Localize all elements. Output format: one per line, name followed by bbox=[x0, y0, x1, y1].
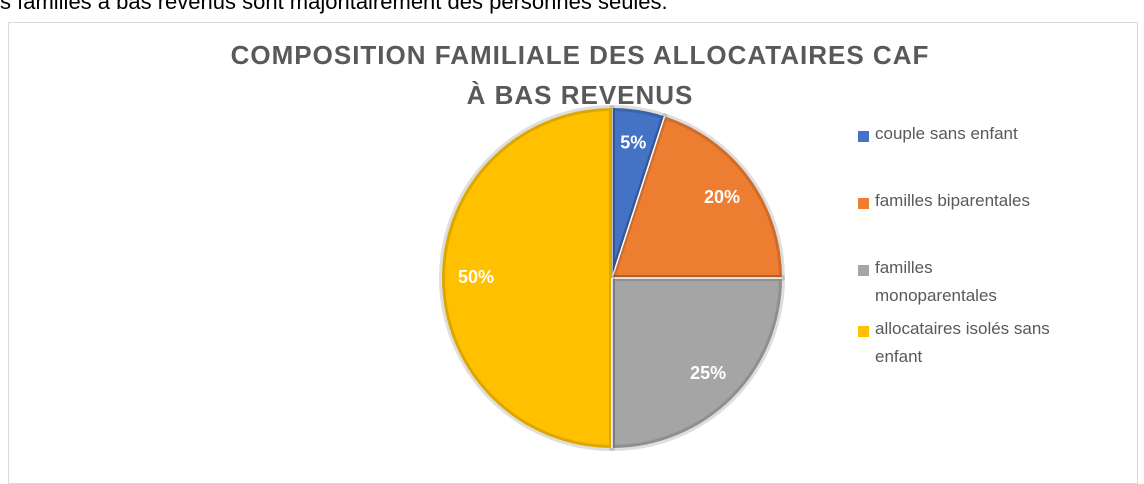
pie-slice bbox=[609, 275, 785, 451]
chart-title: À BAS REVENUS bbox=[467, 80, 694, 110]
legend-item: couple sans enfant bbox=[858, 124, 1055, 148]
legend-label: familles biparentales bbox=[875, 191, 1030, 210]
data-label: 25% bbox=[690, 363, 726, 383]
legend-swatch bbox=[858, 265, 869, 276]
chart: COMPOSITION FAMILIALE DES ALLOCATAIRES C… bbox=[231, 40, 930, 451]
legend-item: allocataires isolés sans enfant bbox=[858, 319, 1055, 371]
legend-item: familles biparentales bbox=[858, 191, 1055, 215]
data-label: 5% bbox=[620, 132, 646, 152]
data-label: 50% bbox=[458, 267, 494, 287]
legend-label: allocataires isolés sans enfant bbox=[875, 319, 1050, 366]
pie-slice bbox=[609, 113, 785, 281]
slice-separator bbox=[611, 116, 666, 279]
chart-title: COMPOSITION FAMILIALE DES ALLOCATAIRES C… bbox=[231, 40, 930, 70]
legend-item: familles monoparentales bbox=[858, 258, 1055, 310]
pie-slice bbox=[439, 105, 615, 451]
data-label: 20% bbox=[704, 187, 740, 207]
legend-swatch bbox=[858, 326, 869, 337]
legend-label: couple sans enfant bbox=[875, 124, 1018, 143]
legend-label: familles monoparentales bbox=[875, 258, 997, 305]
legend-swatch bbox=[858, 198, 869, 209]
legend-swatch bbox=[858, 131, 869, 142]
caption: s familles à bas revenus sont majoritair… bbox=[0, 0, 668, 14]
